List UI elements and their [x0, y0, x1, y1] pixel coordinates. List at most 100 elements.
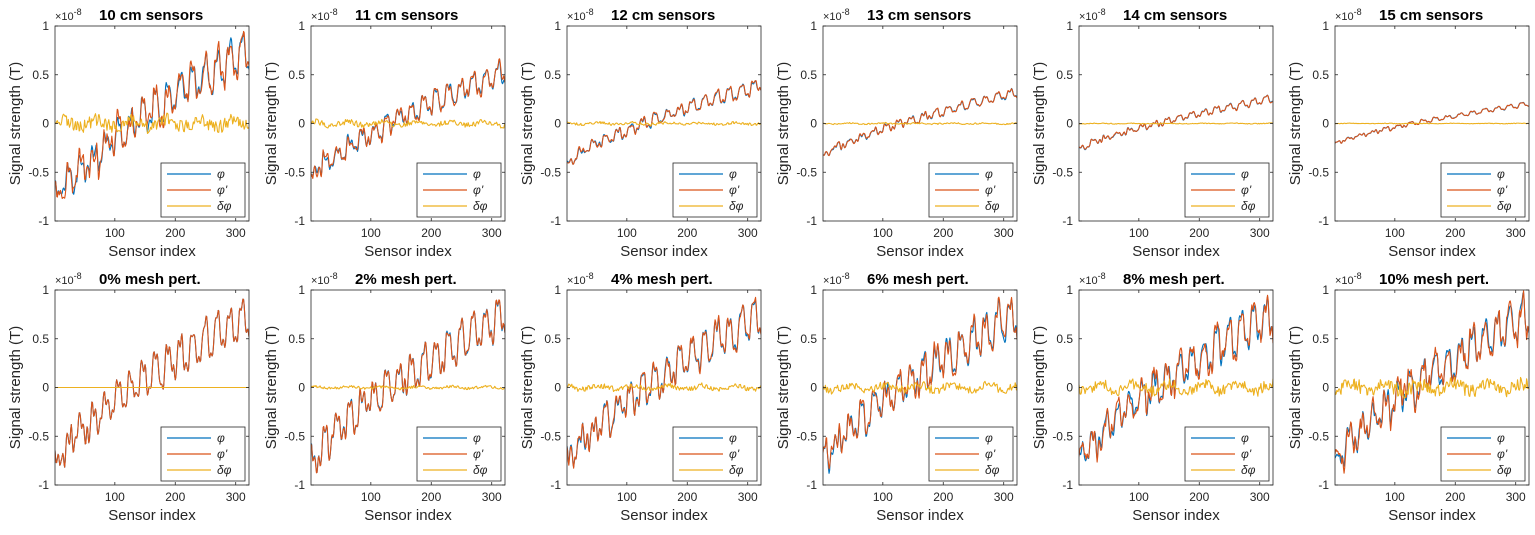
x-tick-label: 100: [873, 226, 893, 240]
y-tick-label: -1: [550, 478, 561, 492]
y-tick-label: 0: [1322, 381, 1329, 395]
x-tick-label: 200: [421, 490, 441, 504]
legend: φ φ' δφ: [928, 426, 1014, 482]
series-line-phi-prime: [311, 299, 505, 474]
x-tick-label: 100: [617, 226, 637, 240]
legend: φ φ' δφ: [160, 162, 246, 218]
data-lines: [55, 298, 249, 468]
subplot-6: 100 200 300 -1 -0.5 0 0.5 1 Sensor index Signal s…: [1287, 7, 1530, 260]
y-tick-label: -0.5: [284, 165, 305, 179]
subplot-1: 100 200 300 -1 -0.5 0 0.5 1 Sensor index Signal s…: [7, 7, 250, 260]
x-tick-label: 200: [933, 226, 953, 240]
series-line-phi-prime: [567, 296, 761, 469]
legend-entry: φ': [1241, 447, 1252, 461]
y-axis-label: Signal strength (T): [1031, 62, 1048, 185]
series-line-delta-phi: [1079, 122, 1273, 125]
legend: φ φ' δφ: [1440, 426, 1526, 482]
y-axis-multiplier-base: ×10: [567, 275, 586, 287]
y-axis-label: Signal strength (T): [1287, 62, 1304, 185]
x-axis-label: Sensor index: [620, 243, 708, 260]
legend: φ φ' δφ: [928, 162, 1014, 218]
x-axis-label: Sensor index: [620, 507, 708, 524]
y-tick-label: 1: [1322, 19, 1329, 33]
y-tick-label: -0.5: [1052, 429, 1073, 443]
y-axis-label: Signal strength (T): [263, 326, 280, 449]
legend-entry: φ': [729, 447, 740, 461]
y-tick-label: 0: [554, 381, 561, 395]
y-tick-label: -1: [1062, 214, 1073, 228]
x-axis-label: Sensor index: [876, 243, 964, 260]
series-line-delta-phi: [311, 118, 505, 129]
y-tick-label: 0: [1066, 117, 1073, 131]
x-tick-label: 200: [421, 226, 441, 240]
data-lines: [567, 80, 761, 165]
legend-entry: δφ: [217, 463, 232, 477]
subplot-title: 10% mesh pert.: [1379, 271, 1489, 288]
y-tick-label: 0.5: [1312, 332, 1329, 346]
legend-entry: φ: [985, 167, 993, 181]
subplot-title: 14 cm sensors: [1123, 7, 1227, 24]
series-line-phi-prime: [55, 298, 249, 468]
x-tick-label: 200: [677, 490, 697, 504]
y-axis-multiplier-exponent: -8: [74, 7, 82, 17]
x-tick-label: 300: [1250, 226, 1270, 240]
legend-entry: φ: [1497, 167, 1505, 181]
series-line-delta-phi: [1335, 122, 1529, 125]
y-axis-multiplier: ×10-8: [567, 271, 594, 287]
subplot-2: 100 200 300 -1 -0.5 0 0.5 1 Sensor index Signal s…: [263, 7, 506, 260]
series-line-phi-prime: [1079, 294, 1273, 463]
legend: φ φ' δφ: [672, 426, 758, 482]
legend: φ φ' δφ: [1440, 162, 1526, 218]
subplot-title: 0% mesh pert.: [99, 271, 201, 288]
y-tick-label: 1: [810, 19, 817, 33]
legend-entry: φ': [1497, 447, 1508, 461]
y-tick-label: -0.5: [1308, 165, 1329, 179]
y-tick-label: 1: [298, 19, 305, 33]
x-axis-label: Sensor index: [364, 243, 452, 260]
legend-entry: φ: [217, 167, 225, 181]
subplot-5: 100 200 300 -1 -0.5 0 0.5 1 Sensor index Signal s…: [1031, 7, 1274, 260]
y-axis-multiplier: ×10-8: [823, 7, 850, 23]
y-tick-label: -1: [294, 214, 305, 228]
subplot-title: 8% mesh pert.: [1123, 271, 1225, 288]
y-tick-label: 0.5: [288, 68, 305, 82]
subplot-12: 100 200 300 -1 -0.5 0 0.5 1 Sensor index Signal s…: [1287, 271, 1530, 524]
data-lines: [567, 296, 761, 469]
y-tick-label: -1: [38, 478, 49, 492]
y-tick-label: 0: [1066, 381, 1073, 395]
legend-entry: φ: [1241, 431, 1249, 445]
y-tick-label: -1: [1062, 478, 1073, 492]
series-line-phi-prime: [55, 30, 249, 200]
legend-entry: δφ: [1497, 199, 1512, 213]
legend-entry: φ: [1497, 431, 1505, 445]
x-tick-label: 200: [677, 226, 697, 240]
x-tick-label: 300: [994, 490, 1014, 504]
x-tick-label: 200: [165, 490, 185, 504]
legend-entry: φ': [985, 183, 996, 197]
y-axis-multiplier: ×10-8: [823, 271, 850, 287]
y-axis-multiplier-base: ×10: [823, 11, 842, 23]
data-lines: [311, 299, 505, 474]
y-axis-multiplier-exponent: -8: [1098, 271, 1106, 281]
y-axis-label: Signal strength (T): [1031, 326, 1048, 449]
subplot-3: 100 200 300 -1 -0.5 0 0.5 1 Sensor index Signal s…: [519, 7, 762, 260]
y-tick-label: 0: [810, 381, 817, 395]
x-axis-label: Sensor index: [1388, 243, 1476, 260]
y-axis-multiplier-base: ×10: [311, 275, 330, 287]
subplot-10: 100 200 300 -1 -0.5 0 0.5 1 Sensor index Signal s…: [775, 271, 1018, 524]
x-axis-label: Sensor index: [1132, 243, 1220, 260]
series-line-phi-prime: [567, 80, 761, 165]
y-axis-multiplier: ×10-8: [55, 7, 82, 23]
y-tick-label: 1: [42, 283, 49, 297]
legend-entry: φ': [985, 447, 996, 461]
series-line-phi-prime: [1079, 94, 1273, 150]
series-line-delta-phi: [823, 121, 1017, 126]
y-tick-label: 1: [554, 19, 561, 33]
y-axis-multiplier-exponent: -8: [586, 271, 594, 281]
legend: φ φ' δφ: [416, 162, 502, 218]
y-tick-label: -1: [550, 214, 561, 228]
x-tick-label: 200: [1445, 226, 1465, 240]
legend-entry: δφ: [985, 463, 1000, 477]
y-tick-label: 0.5: [32, 68, 49, 82]
legend-entry: φ: [473, 167, 481, 181]
